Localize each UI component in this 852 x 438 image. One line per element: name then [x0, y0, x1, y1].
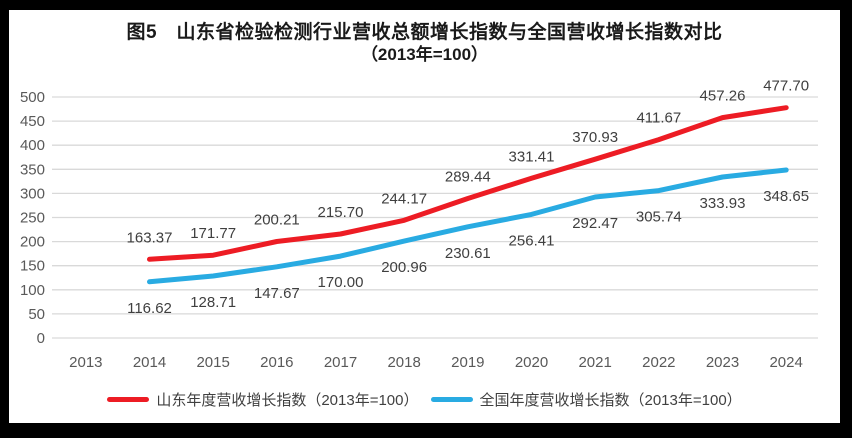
legend-line-swatch-shandong [107, 397, 150, 402]
data-label: 289.44 [445, 168, 491, 185]
data-label: 256.41 [509, 232, 555, 249]
data-label: 305.74 [636, 209, 682, 226]
data-label: 477.70 [763, 78, 809, 95]
legend-item-shandong: 山东年度营收增长指数（2013年=100） [107, 389, 419, 410]
legend-line-swatch-national [430, 397, 473, 402]
chart-title-line1: 图5 山东省检验检测行业营收总额增长指数与全国营收增长指数对比 [126, 22, 723, 43]
chart-legend: 山东年度营收增长指数（2013年=100） 全国年度营收增长指数（2013年=1… [9, 389, 840, 410]
data-label: 457.26 [700, 88, 746, 105]
line-chart-plot: 0 50 100 150 200 250 300 350 400 450 500 2013 2014 20… [20, 78, 818, 371]
data-label: 244.17 [381, 190, 427, 207]
data-label: 333.93 [700, 195, 746, 212]
chart-card: 图5 山东省检验检测行业营收总额增长指数与全国营收增长指数对比 （2013年=1… [9, 10, 840, 423]
data-label: 411.67 [636, 110, 681, 127]
data-label: 215.70 [318, 204, 364, 221]
series-line-0 [147, 105, 789, 262]
data-label: 200.21 [254, 211, 300, 228]
x-tick-label: 2013 [69, 354, 102, 371]
y-tick-label: 200 [20, 234, 45, 251]
chart-title-line2: （2013年=100） [360, 45, 489, 64]
data-label: 171.77 [190, 225, 236, 242]
data-label: 230.61 [445, 245, 491, 262]
chart-title: 图5 山东省检验检测行业营收总额增长指数与全国营收增长指数对比 （2013年=1… [9, 21, 840, 66]
y-tick-label: 50 [28, 306, 45, 323]
series-line-1 [147, 167, 789, 285]
x-tick-label: 2016 [260, 354, 293, 371]
data-label: 331.41 [509, 148, 555, 165]
data-label: 128.71 [190, 294, 236, 311]
legend-item-national: 全国年度营收增长指数（2013年=100） [430, 389, 742, 410]
x-tick-label: 2020 [515, 354, 548, 371]
y-tick-label: 450 [20, 113, 45, 130]
data-label: 370.93 [572, 129, 618, 146]
data-label: 170.00 [318, 274, 364, 291]
x-tick-label: 2023 [706, 354, 739, 371]
y-tick-label: 350 [20, 161, 45, 178]
y-tick-label: 0 [37, 330, 45, 347]
data-label: 116.62 [127, 300, 172, 317]
y-tick-label: 250 [20, 210, 45, 227]
data-label: 147.67 [254, 285, 300, 302]
legend-label-shandong: 山东年度营收增长指数（2013年=100） [156, 392, 419, 409]
y-tick-label: 400 [20, 137, 45, 154]
data-label: 348.65 [763, 188, 809, 205]
data-label: 292.47 [572, 215, 618, 232]
legend-label-national: 全国年度营收增长指数（2013年=100） [479, 392, 742, 409]
x-tick-label: 2021 [578, 354, 611, 371]
y-tick-label: 300 [20, 185, 45, 202]
y-tick-label: 150 [20, 258, 45, 275]
x-tick-label: 2018 [387, 354, 420, 371]
data-label: 163.37 [127, 229, 173, 246]
data-label: 200.96 [381, 259, 427, 276]
x-tick-label: 2024 [769, 354, 802, 371]
x-tick-label: 2019 [451, 354, 484, 371]
x-tick-label: 2014 [133, 354, 166, 371]
y-tick-label: 500 [20, 89, 45, 106]
y-tick-label: 100 [20, 282, 45, 299]
x-tick-label: 2017 [324, 354, 357, 371]
x-tick-label: 2022 [642, 354, 675, 371]
x-tick-label: 2015 [196, 354, 229, 371]
